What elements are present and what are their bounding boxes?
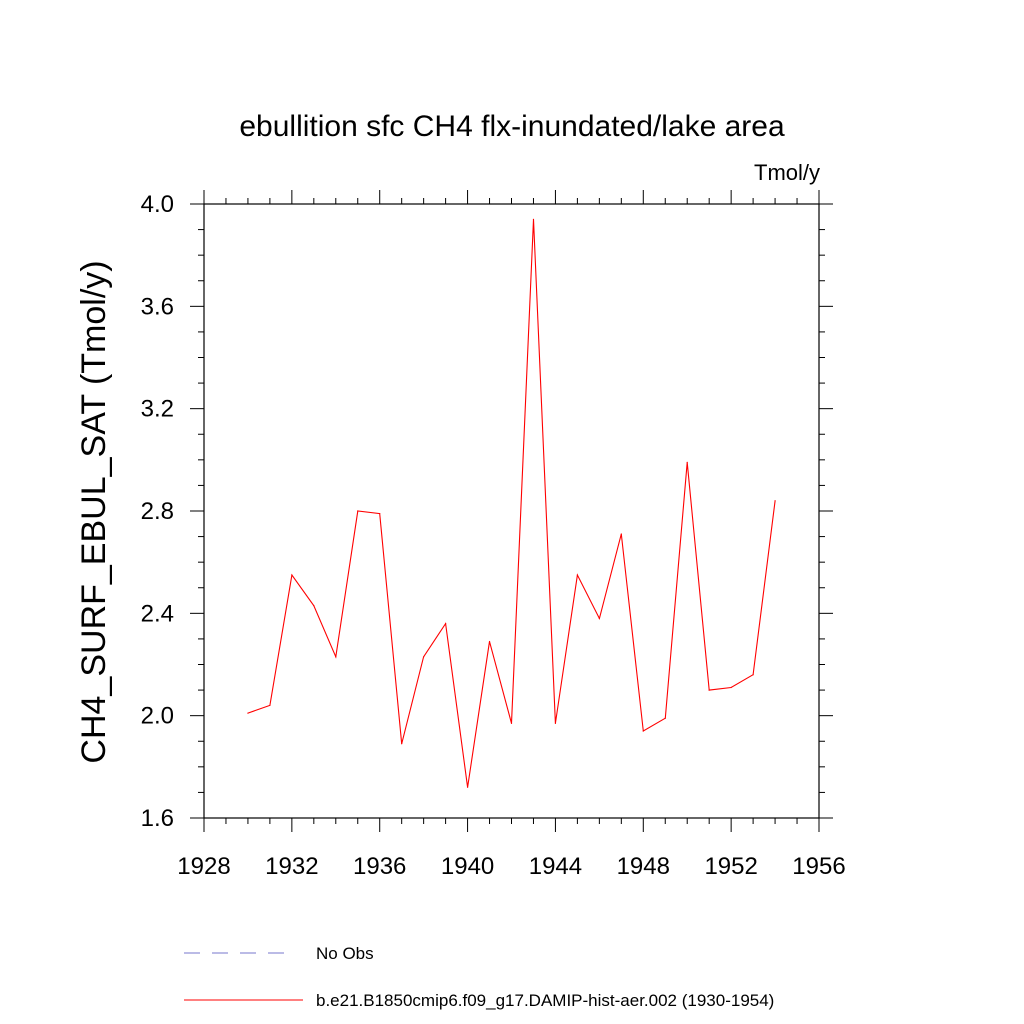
- data-point: [686, 461, 688, 463]
- data-point: [730, 686, 732, 689]
- x-tick-label: 1940: [441, 853, 494, 880]
- data-point: [335, 656, 337, 658]
- plot-frame: [203, 203, 820, 819]
- data-point: [532, 218, 535, 220]
- x-tick-label: 1932: [265, 853, 318, 880]
- y-tick-label: 2.0: [141, 703, 174, 730]
- y-tick-label: 4.0: [141, 191, 174, 218]
- data-point: [445, 622, 447, 625]
- y-tick-label: 3.6: [141, 293, 174, 320]
- data-point: [466, 786, 469, 788]
- x-tick-label: 1948: [617, 853, 670, 880]
- data-point: [510, 722, 513, 724]
- x-tick-label: 1956: [792, 853, 845, 880]
- data-point: [313, 605, 315, 607]
- data-point: [774, 500, 776, 502]
- y-tick-label: 3.2: [141, 396, 174, 423]
- data-point: [576, 574, 578, 576]
- data-point: [488, 640, 491, 643]
- data-point: [708, 689, 710, 691]
- data-point: [423, 656, 425, 658]
- chart-title: ebullition sfc CH4 flx-inundated/lake ar…: [239, 110, 785, 143]
- y-tick-label: 1.6: [141, 805, 174, 832]
- data-point: [642, 730, 644, 732]
- data-point: [357, 510, 359, 512]
- x-tick-label: 1928: [177, 853, 230, 880]
- y-axis-label: CH4_SURF_EBUL_SAT (Tmol/y): [75, 260, 113, 763]
- data-point: [620, 533, 622, 535]
- data-point: [752, 674, 754, 676]
- data-point: [554, 722, 557, 724]
- data-point: [247, 712, 249, 714]
- y-tick-label: 2.8: [141, 498, 174, 525]
- x-tick-label: 1952: [704, 853, 757, 880]
- y-axis: 1.6 2.0 2.4 2.8 3.2 3.6 4.0: [141, 191, 833, 832]
- series-line-0: [247, 219, 776, 788]
- y-tick-label: 2.4: [141, 600, 174, 627]
- x-axis: 1928 1932 1936 1940 1944 1948 1952 1956: [177, 190, 846, 880]
- x-tick-label: 1936: [353, 853, 406, 880]
- data-point: [269, 704, 271, 707]
- legend-label-no-obs: No Obs: [316, 944, 374, 963]
- x-tick-label: 1944: [529, 853, 582, 880]
- legend-label-series: b.e21.B1850cmip6.f09_g17.DAMIP-hist-aer.…: [316, 991, 774, 1010]
- data-point: [598, 617, 600, 620]
- data-point: [379, 512, 381, 515]
- series-layer: [247, 218, 776, 788]
- units-label: Tmol/y: [754, 160, 820, 185]
- data-point: [291, 574, 293, 576]
- data-point: [401, 743, 403, 745]
- data-point: [664, 717, 666, 719]
